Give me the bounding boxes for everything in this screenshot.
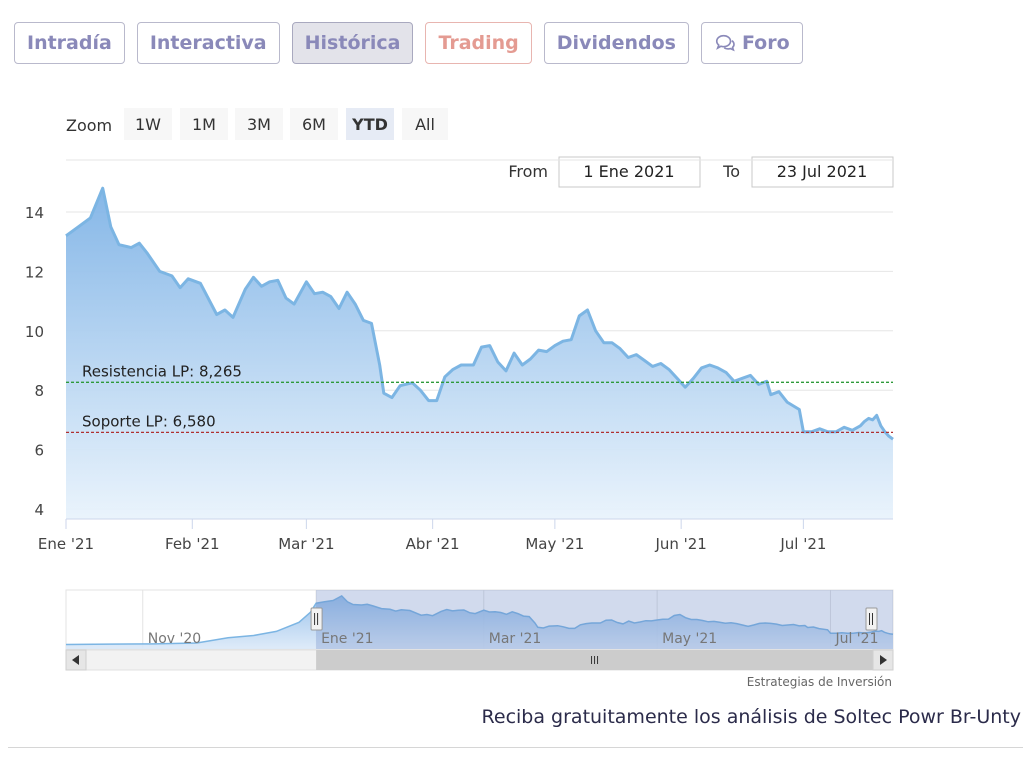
navigator[interactable]: Nov '20 Ene '21 Mar '21 May '21 Jul '21 (65, 589, 894, 650)
y-tick-label: 14 (25, 204, 44, 222)
y-tick-label: 8 (34, 382, 44, 400)
tab-dividendos[interactable]: Dividendos (543, 22, 689, 64)
navigator-handle-right[interactable] (865, 607, 878, 631)
navigator-tick-label: Jul '21 (834, 631, 878, 647)
navigator-tick-label: Ene '21 (321, 631, 373, 647)
navigator-handle-left[interactable] (310, 607, 323, 631)
credit-text: Estrategias de Inversión (747, 675, 892, 689)
zoom-button-label: 6M (302, 115, 326, 134)
to-date-input[interactable] (751, 156, 894, 188)
view-tabs: Intradía Interactiva Histórica Trading D… (14, 22, 803, 64)
x-tick-label: Ene '21 (38, 535, 94, 553)
tab-intradia-label: Intradía (27, 32, 112, 54)
navigator-area (66, 595, 893, 649)
from-label: From (508, 162, 548, 181)
zoom-button-ytd[interactable] (346, 108, 394, 140)
tab-interactiva-label: Interactiva (149, 32, 267, 54)
zoom-button-6m[interactable] (290, 108, 338, 140)
arrow-left-icon (72, 655, 79, 665)
zoom-button-1w[interactable] (124, 108, 172, 140)
x-tick-label: Jun '21 (654, 535, 706, 553)
x-tick-label: Feb '21 (165, 535, 220, 553)
arrow-right-icon (880, 655, 887, 665)
zoom-button-label: 3M (247, 115, 271, 134)
tab-trading[interactable]: Trading (425, 22, 532, 64)
scrollbar[interactable] (65, 649, 894, 671)
x-tick-label: Jul '21 (779, 535, 826, 553)
x-axis: Ene '21 Feb '21 Mar '21 Abr '21 May '21 Jun '… (38, 519, 826, 553)
y-tick-label: 12 (25, 263, 44, 281)
tab-historica[interactable]: Histórica (291, 22, 414, 64)
tab-historica-label: Histórica (304, 32, 401, 54)
scrollbar-grip-icon (591, 656, 599, 664)
zoom-button-label: All (415, 115, 435, 134)
zoom-button-label: 1W (135, 115, 161, 134)
to-date-value: 23 Jul 2021 (777, 162, 868, 181)
zoom-buttons: 1W 1M 3M 6M YTD All (124, 108, 448, 140)
x-tick-label: Mar '21 (278, 535, 334, 553)
zoom-button-all[interactable] (402, 108, 448, 140)
tab-interactiva[interactable]: Interactiva (136, 22, 280, 64)
zoom-button-label: YTD (351, 115, 388, 134)
zoom-button-1m[interactable] (180, 108, 228, 140)
navigator-line (65, 594, 894, 646)
zoom-button-label: 1M (192, 115, 216, 134)
to-label: To (722, 162, 740, 181)
y-tick-label: 10 (25, 323, 44, 341)
y-axis: 4 6 8 10 12 14 (25, 204, 44, 519)
x-tick-label: May '21 (525, 535, 584, 553)
annotation-label: Resistencia LP: 8,265 (82, 362, 242, 380)
navigator-tick-label: May '21 (662, 631, 717, 647)
from-date-value: 1 Ene 2021 (583, 162, 674, 181)
tab-intradia[interactable]: Intradía (14, 22, 125, 64)
navigator-selection[interactable] (316, 590, 893, 649)
price-line (65, 186, 894, 441)
zoom-label: Zoom (66, 116, 112, 135)
chat-bubbles-icon (715, 34, 735, 52)
annotation-label: Soporte LP: 6,580 (82, 412, 216, 430)
navigator-tick-label: Nov '20 (148, 631, 201, 647)
navigator-tick-label: Mar '21 (489, 631, 542, 647)
zoom-button-3m[interactable] (235, 108, 283, 140)
footer-promo-text[interactable]: Reciba gratuitamente los análisis de Sol… (481, 706, 1021, 728)
price-chart: Zoom 1W 1M 3M 6M YTD All From 1 Ene 2021 To 2… (25, 108, 894, 689)
annotations: Resistencia LP: 8,265 Soporte LP: 6,580 (66, 362, 893, 434)
tab-dividendos-label: Dividendos (556, 32, 676, 54)
y-tick-label: 6 (34, 442, 44, 460)
tab-foro-label: Foro (741, 32, 790, 54)
footer-divider (8, 747, 1023, 748)
y-tick-label: 4 (34, 501, 44, 519)
x-tick-label: Abr '21 (406, 535, 460, 553)
tab-trading-label: Trading (438, 32, 519, 54)
from-date-input[interactable] (558, 156, 701, 188)
tab-foro[interactable]: Foro (700, 22, 803, 64)
